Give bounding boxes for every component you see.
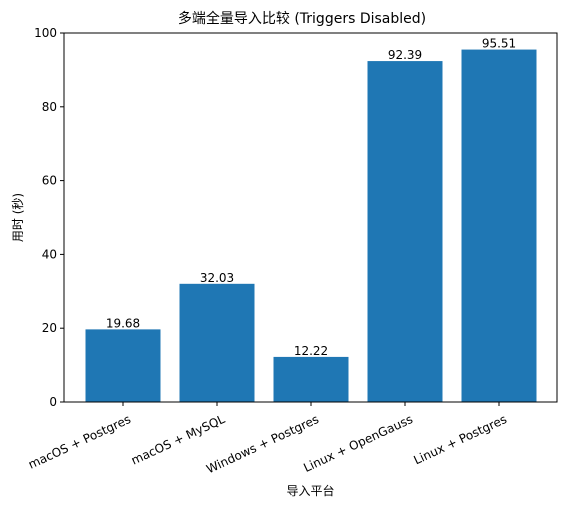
y-tick-label-1: 0 xyxy=(49,395,57,409)
plot-frame xyxy=(63,32,558,403)
chart-title: 多端全量导入比较 (Triggers Disabled) xyxy=(178,10,426,27)
data-label-5: 95.51 xyxy=(482,37,516,51)
x-tick-label-5: Linux + Postgres xyxy=(411,412,508,467)
data-labels-group: 19.68 32.03 12.22 92.39 95.51 xyxy=(106,37,516,358)
data-label-4: 92.39 xyxy=(388,48,422,62)
y-axis: 0 20 40 60 80 100 xyxy=(34,26,64,409)
y-axis-label: 用时 (秒) xyxy=(11,193,25,242)
y-tick-label-2: 20 xyxy=(42,321,57,335)
bars-group xyxy=(85,49,537,402)
y-tick-label-5: 80 xyxy=(42,100,57,114)
x-tick-label-1: macOS + Postgres xyxy=(26,412,133,472)
bar-3 xyxy=(273,356,349,402)
bar-1 xyxy=(85,329,161,402)
data-label-1: 19.68 xyxy=(106,316,140,330)
data-label-3: 12.22 xyxy=(294,344,328,358)
data-label-2: 32.03 xyxy=(200,271,234,285)
y-tick-label-6: 100 xyxy=(34,26,57,40)
bar-5 xyxy=(461,49,537,402)
bar-4 xyxy=(367,61,443,402)
x-axis-label: 导入平台 xyxy=(286,483,334,498)
bar-2 xyxy=(179,283,255,402)
y-tick-label-4: 60 xyxy=(42,174,57,188)
y-tick-label-3: 40 xyxy=(42,247,57,261)
